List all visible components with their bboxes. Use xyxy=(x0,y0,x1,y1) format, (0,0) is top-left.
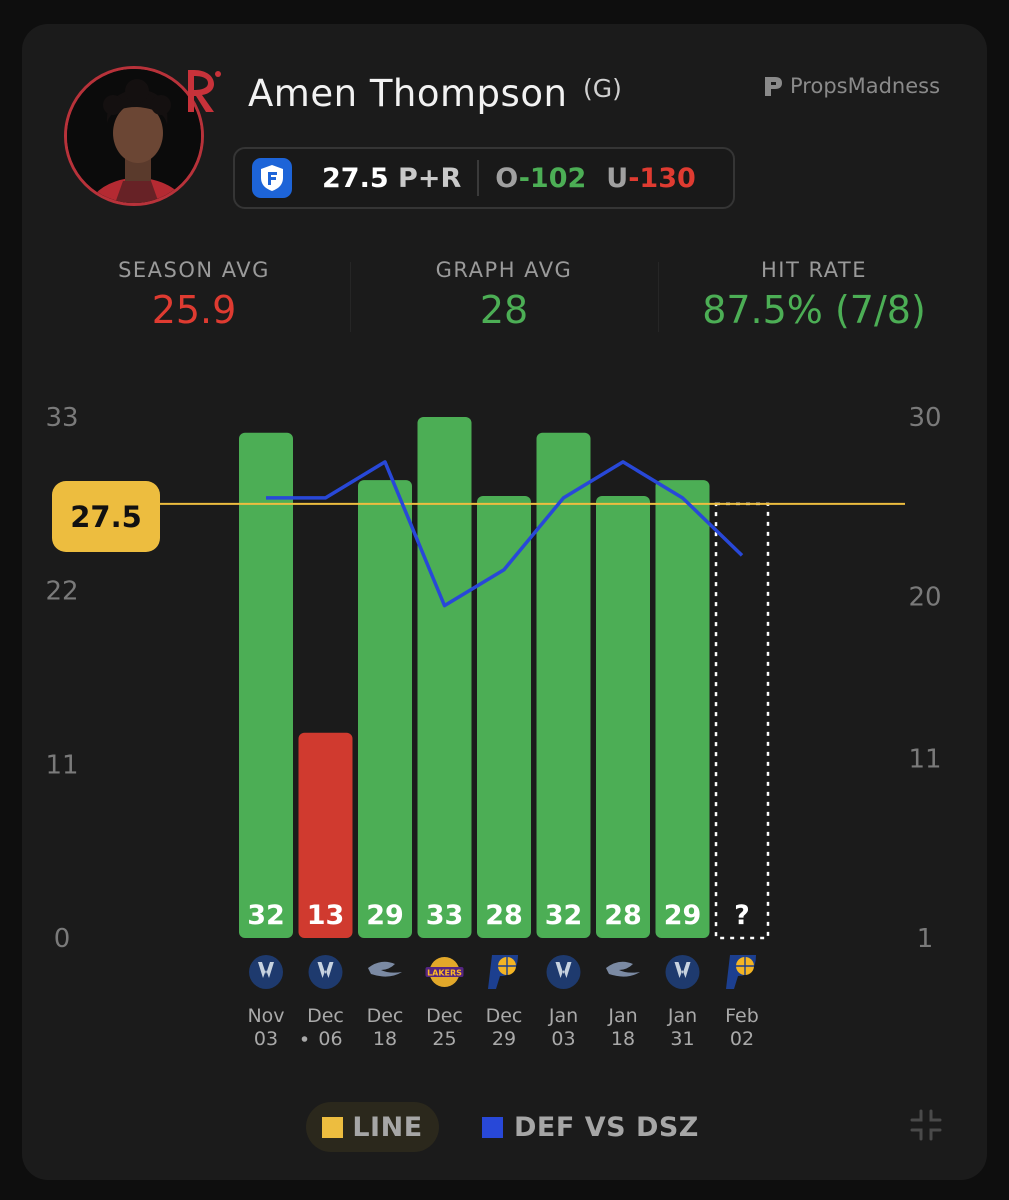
legend-line-label: LINE xyxy=(352,1111,423,1143)
bar-hit xyxy=(596,495,650,938)
mavericks-icon xyxy=(249,955,283,989)
bar-pending xyxy=(714,502,770,940)
y-tick-label: 22 xyxy=(45,577,78,607)
legend-line-swatch xyxy=(322,1116,344,1138)
date-day: 03 xyxy=(551,1028,575,1050)
prop-line-pill[interactable]: 27.5 P+R O-102 U-130 xyxy=(233,147,735,209)
stat-label: GRAPH AVG xyxy=(435,258,573,282)
player-name: Amen Thompson xyxy=(248,72,568,115)
stat-value: 25.9 xyxy=(151,288,237,332)
pelicans-icon xyxy=(606,961,640,977)
date-day: 06 xyxy=(318,1028,342,1050)
lakers-icon: LAKERS xyxy=(425,957,464,987)
mavericks-icon xyxy=(665,955,700,989)
date-day: 29 xyxy=(492,1028,516,1050)
date-month: Jan xyxy=(667,1005,697,1027)
y-tick-label: 33 xyxy=(45,403,78,433)
date-month: Jan xyxy=(607,1005,637,1027)
stat-divider xyxy=(658,262,659,332)
date-month: Jan xyxy=(548,1005,578,1027)
date-month: Dec xyxy=(307,1005,344,1027)
y2-tick-label: 30 xyxy=(908,403,941,433)
rockets-logo-icon xyxy=(184,66,226,114)
prop-odds: O-102 U-130 xyxy=(495,163,696,194)
bar-hit xyxy=(358,480,412,938)
date-day: 18 xyxy=(611,1028,635,1050)
date-month: Dec xyxy=(367,1005,404,1027)
propsmadness-logo-icon xyxy=(765,77,782,96)
bar-hit xyxy=(417,417,472,938)
stat-label: SEASON AVG xyxy=(118,258,270,282)
mavericks-icon xyxy=(546,955,581,989)
bar-value-label: 33 xyxy=(426,900,464,931)
stat-value: 87.5% (7/8) xyxy=(702,288,926,332)
stat-label: HIT RATE xyxy=(760,258,868,282)
over-label: O xyxy=(495,162,519,194)
line-badge: 27.5 xyxy=(52,481,160,552)
under-label: U xyxy=(606,162,629,194)
bar-hit xyxy=(477,495,531,938)
date-month: Dec xyxy=(486,1005,523,1027)
pill-divider xyxy=(477,160,480,196)
bar-value-label: 29 xyxy=(366,900,404,931)
prop-line-value: 27.5 xyxy=(322,162,389,194)
bar-value-label: 28 xyxy=(604,900,642,931)
bar-value-label: 28 xyxy=(485,900,523,931)
bar-value-label: 32 xyxy=(545,900,583,931)
legend-def-swatch xyxy=(482,1116,503,1138)
y2-tick-label: 11 xyxy=(908,744,941,774)
pelicans-icon xyxy=(368,961,402,977)
date-day: 25 xyxy=(432,1028,456,1050)
pacers-icon xyxy=(726,955,756,989)
pacers-icon xyxy=(488,955,518,989)
player-avatar xyxy=(64,66,204,206)
date-month: Dec xyxy=(426,1005,463,1027)
fanduel-icon xyxy=(252,158,292,198)
bar-miss xyxy=(298,732,353,938)
stat-value: 28 xyxy=(479,288,529,332)
bar-value-label: 13 xyxy=(307,900,345,931)
under-odds: -130 xyxy=(628,162,696,194)
y2-tick-label: 20 xyxy=(908,583,941,613)
mavericks-icon xyxy=(308,955,343,989)
stat-hit-rate: HIT RATE 87.5% (7/8) xyxy=(664,258,964,332)
stat-season-avg: SEASON AVG 25.9 xyxy=(44,258,344,332)
bar-value-label: ? xyxy=(734,900,750,931)
date-month: Feb xyxy=(725,1005,759,1027)
over-odds: -102 xyxy=(518,162,587,194)
brand-name: PropsMadness xyxy=(790,74,941,98)
y2-tick-label: 1 xyxy=(917,924,934,954)
date-marker-dot xyxy=(301,1036,308,1042)
legend-line[interactable]: LINE xyxy=(306,1102,439,1152)
bar-hit xyxy=(239,432,293,938)
stat-graph-avg: GRAPH AVG 28 xyxy=(354,258,654,332)
bar-hit xyxy=(655,480,710,938)
date-day: 18 xyxy=(373,1028,397,1050)
date-day: 02 xyxy=(730,1028,754,1050)
bar-value-label: 29 xyxy=(664,900,702,931)
date-day: 31 xyxy=(670,1028,694,1050)
prop-line: 27.5 P+R xyxy=(322,163,461,194)
stat-divider xyxy=(350,262,351,332)
legend-def[interactable]: DEF VS DSZ xyxy=(482,1102,699,1152)
def-series-line xyxy=(266,460,744,608)
collapse-icon[interactable] xyxy=(909,1108,943,1142)
player-position: (G) xyxy=(583,74,622,103)
svg-text:LAKERS: LAKERS xyxy=(427,969,462,978)
prop-market: P+R xyxy=(398,162,462,194)
legend-def-label: DEF VS DSZ xyxy=(514,1111,699,1143)
y-tick-label: 0 xyxy=(54,924,71,954)
date-month: Nov xyxy=(247,1005,284,1027)
date-day: 03 xyxy=(254,1028,278,1050)
bar-hit xyxy=(536,432,591,938)
brand: PropsMadness xyxy=(762,74,940,98)
bar-value-label: 32 xyxy=(247,900,285,931)
y-tick-label: 11 xyxy=(45,750,78,780)
